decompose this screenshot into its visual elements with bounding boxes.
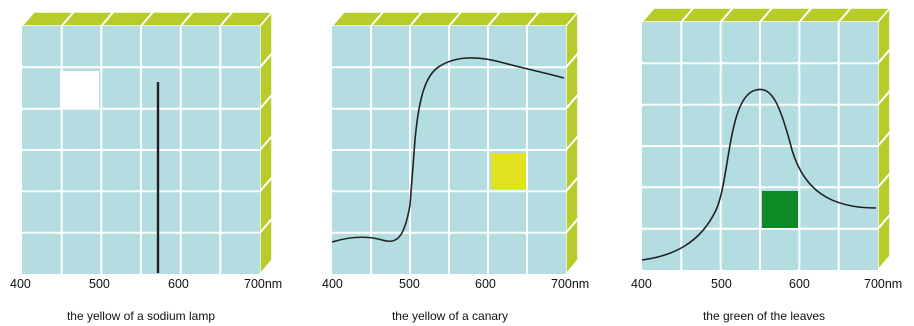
panel-caption: the yellow of a canary — [392, 309, 508, 323]
tick-label: 400 — [631, 277, 652, 291]
wavelength-ticks: 400 500 600 700nm — [631, 277, 902, 291]
tick-label: 400 — [322, 277, 343, 291]
panel-sodium-lamp: 400 500 600 700nm the yellow of a sodium… — [10, 9, 282, 323]
panel-leaves: 400 500 600 700nm the green of the leave… — [631, 5, 902, 323]
grid-top-face — [20, 11, 274, 27]
wavelength-ticks: 400 500 600 700nm — [322, 277, 589, 291]
reflectance-curve-icon — [641, 88, 877, 261]
tick-label: 600 — [789, 277, 810, 291]
color-swatch — [491, 153, 526, 189]
grid-front-face — [332, 26, 566, 274]
grid-side-face — [259, 9, 273, 277]
color-swatch — [762, 191, 798, 228]
grid-side-face — [565, 9, 579, 277]
grid-front-face — [22, 26, 260, 274]
grid-top-face — [330, 11, 580, 27]
tick-label: 700nm — [244, 277, 282, 291]
tick-label: 600 — [475, 277, 496, 291]
tick-label: 600 — [168, 277, 189, 291]
tick-label: 500 — [89, 277, 110, 291]
tick-label: 500 — [399, 277, 420, 291]
grid-side-face — [877, 5, 891, 273]
grid-front-face — [642, 22, 878, 270]
tick-label: 400 — [10, 277, 31, 291]
grid-top-face — [640, 7, 892, 23]
tick-label: 500 — [711, 277, 732, 291]
panel-canary: 400 500 600 700nm the yellow of a canary — [322, 9, 589, 323]
panel-caption: the yellow of a sodium lamp — [67, 309, 215, 323]
reflectance-curve-icon — [331, 57, 565, 243]
wavelength-ticks: 400 500 600 700nm — [10, 277, 282, 291]
tick-label: 700nm — [864, 277, 902, 291]
tick-label: 700nm — [551, 277, 589, 291]
panel-caption: the green of the leaves — [703, 309, 825, 323]
color-swatch — [60, 71, 99, 108]
